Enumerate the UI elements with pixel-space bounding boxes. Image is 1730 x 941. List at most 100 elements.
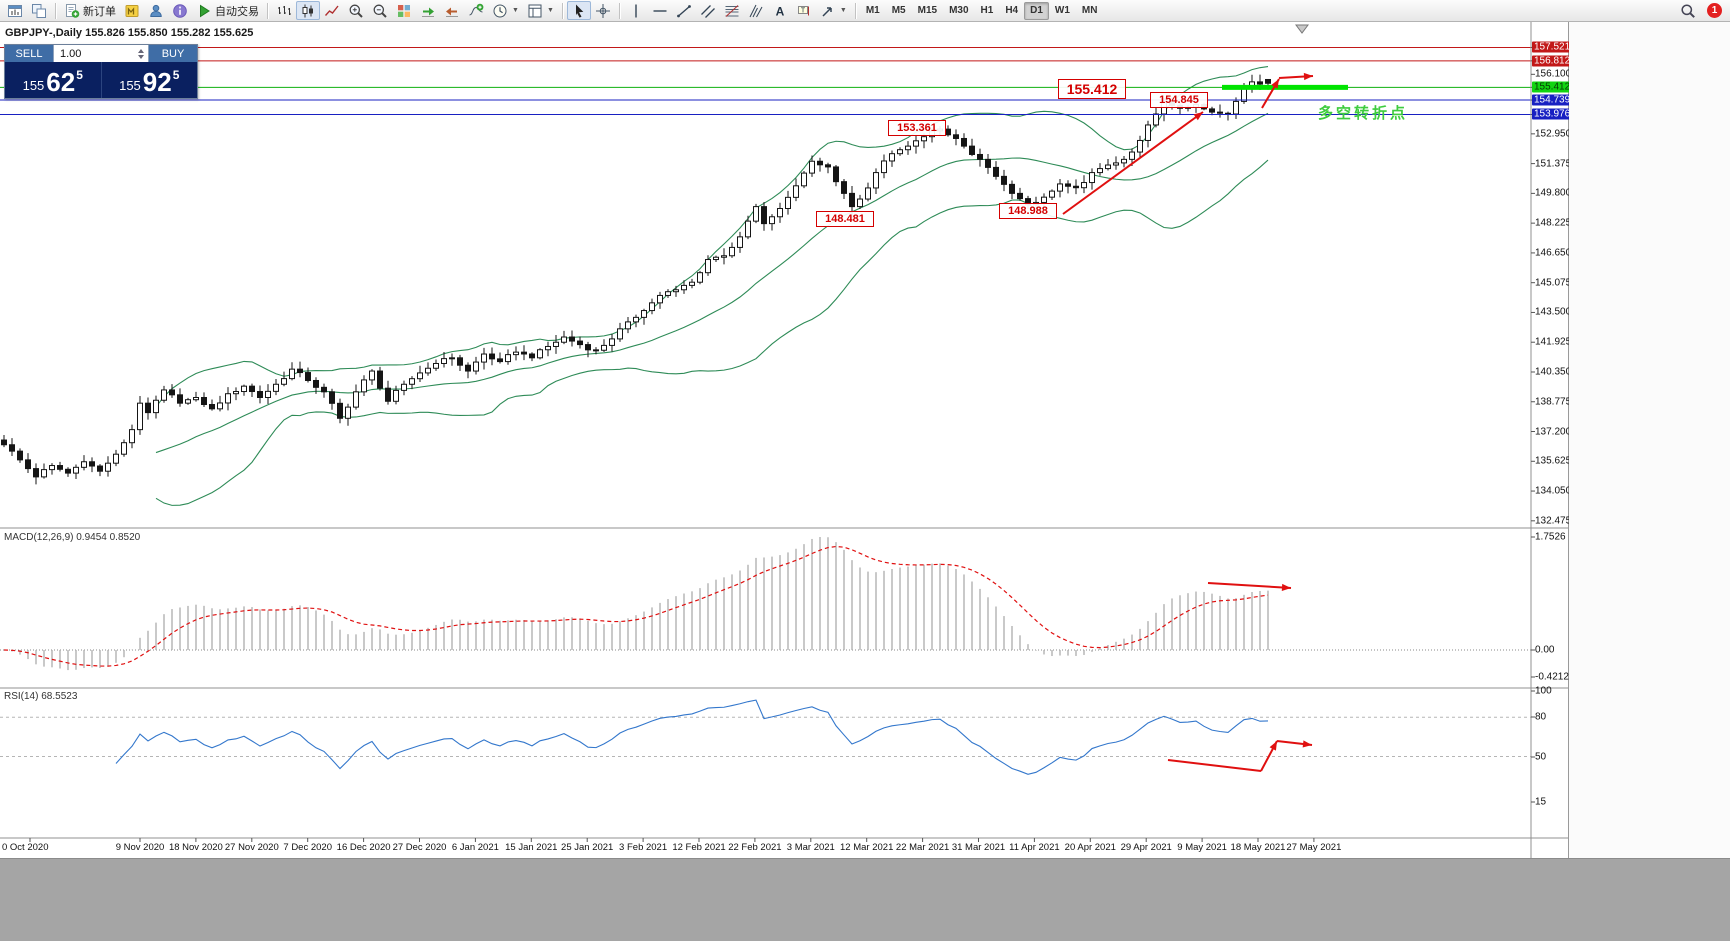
date-axis-label: 9 May 2021 xyxy=(1177,842,1227,853)
new-chart-button[interactable] xyxy=(3,1,27,20)
pitchfork-icon xyxy=(749,4,763,17)
bars-chart-icon xyxy=(278,5,291,15)
candle-chart-mode-button[interactable] xyxy=(296,1,320,20)
time-axis[interactable]: 0 Oct 2020 9 Nov 2020 18 Nov 2020 27 Nov 20… xyxy=(0,842,1531,858)
vertical-line-button[interactable] xyxy=(624,1,648,20)
svg-text:T: T xyxy=(801,7,806,14)
accounts-button[interactable] xyxy=(144,1,168,20)
templates-button[interactable]: ▼ xyxy=(523,1,558,20)
periods-button[interactable]: ▼ xyxy=(488,1,523,20)
chart-window-gbpjpy-daily: GBPJPY-,Daily 155.826 155.850 155.282 15… xyxy=(0,22,1573,858)
price-axis[interactable]: 156.100 152.950 151.375 149.800 148.225 146.6… xyxy=(1532,22,1573,858)
timeframe-h1-button[interactable]: H1 xyxy=(980,4,994,16)
vline-icon xyxy=(635,4,637,17)
trendline-button[interactable] xyxy=(672,1,696,20)
auto-scroll-icon xyxy=(422,7,434,17)
timeframe-m30-button[interactable]: M30 xyxy=(949,4,969,16)
macd-scale-label: 0.00 xyxy=(1535,644,1555,656)
rsi-scale-label: 15 xyxy=(1535,796,1547,808)
timeframe-w1-button[interactable]: W1 xyxy=(1054,4,1070,16)
timeframe-m5-button[interactable]: M5 xyxy=(891,4,906,16)
toolbar-separator xyxy=(561,2,563,19)
volume-down-icon[interactable] xyxy=(138,54,144,59)
indicators-icon xyxy=(469,3,484,15)
templates-dropdown-icon[interactable]: ▼ xyxy=(546,7,554,14)
volume-up-icon[interactable] xyxy=(138,48,144,53)
price-annotation-box[interactable]: 155.412 xyxy=(1058,79,1126,99)
volume-value: 1.00 xyxy=(60,47,82,60)
timeframe-m15-button[interactable]: M15 xyxy=(917,4,938,16)
auto-scroll-button[interactable] xyxy=(416,1,440,20)
pitchfork-button[interactable] xyxy=(744,1,768,20)
sell-price-main: 62 xyxy=(46,66,76,97)
price-axis-label: 148.225 xyxy=(1535,217,1572,229)
buy-button[interactable]: BUY xyxy=(149,45,197,62)
cursor-button[interactable] xyxy=(566,1,591,20)
chart-canvas[interactable] xyxy=(0,22,1568,858)
workspace-empty-area xyxy=(1569,22,1730,858)
timeframe-d1-button[interactable]: D1 xyxy=(1024,1,1049,20)
rsi-scale-label: 100 xyxy=(1535,685,1552,697)
metaeditor-icon xyxy=(125,4,139,17)
price-annotation-box[interactable]: 154.845 xyxy=(1150,92,1208,108)
help-info-button[interactable] xyxy=(168,1,192,20)
date-axis-label: 22 Feb 2021 xyxy=(728,842,782,853)
toolbar-separator xyxy=(55,2,56,19)
price-axis-label: 151.375 xyxy=(1535,158,1572,170)
window-tile-button[interactable] xyxy=(392,1,416,20)
date-axis-label: 6 Jan 2021 xyxy=(451,842,499,853)
text-label-icon: T xyxy=(797,5,809,15)
zoom-out-icon xyxy=(373,4,387,18)
profiles-button[interactable] xyxy=(27,1,51,20)
indicators-button[interactable] xyxy=(464,1,488,20)
date-axis-label: 9 Nov 2020 xyxy=(115,842,165,853)
price-axis-label: 149.800 xyxy=(1535,187,1572,199)
date-axis-label: 11 Apr 2021 xyxy=(1009,842,1060,853)
crosshair-icon xyxy=(595,3,610,18)
search-button[interactable] xyxy=(1676,1,1700,20)
date-axis-label: 0 Oct 2020 xyxy=(2,842,49,853)
volume-spinner[interactable] xyxy=(136,48,146,59)
date-axis-label: 7 Dec 2020 xyxy=(283,842,332,853)
notification-badge[interactable]: 1 xyxy=(1707,3,1722,18)
price-level-label: 156.812 xyxy=(1532,55,1573,67)
date-axis-label: 15 Jan 2021 xyxy=(505,842,558,853)
sell-price-button[interactable]: 155 62 5 xyxy=(5,62,102,98)
buy-price-main: 92 xyxy=(142,66,172,97)
metaeditor-button[interactable] xyxy=(120,1,144,20)
price-annotation-box[interactable]: 148.988 xyxy=(999,203,1057,219)
date-axis-label: 16 Dec 2020 xyxy=(336,842,391,853)
bull-bear-turning-point-note[interactable]: 多空转折点 xyxy=(1318,105,1409,122)
zoom-in-button[interactable] xyxy=(344,1,368,20)
volume-input[interactable]: 1.00 xyxy=(53,45,149,62)
text-label-button[interactable]: T xyxy=(792,1,816,20)
price-axis-label: 141.925 xyxy=(1535,336,1572,348)
arrows-dropdown-icon[interactable]: ▼ xyxy=(839,7,847,14)
equidistant-channel-button[interactable] xyxy=(696,1,720,20)
arrows-button[interactable]: ▼ xyxy=(816,1,851,20)
price-annotation-box[interactable]: 153.361 xyxy=(888,120,946,136)
rsi-scale-label: 80 xyxy=(1535,711,1547,723)
timeframe-mn-button[interactable]: MN xyxy=(1081,4,1098,16)
sell-button[interactable]: SELL xyxy=(5,45,53,62)
price-level-label: 154.739 xyxy=(1532,94,1573,106)
zoom-out-button[interactable] xyxy=(368,1,392,20)
line-chart-mode-button[interactable] xyxy=(320,1,344,20)
price-annotation-box[interactable]: 148.481 xyxy=(816,211,874,227)
buy-price-button[interactable]: 155 92 5 xyxy=(102,62,198,98)
horizontal-line-button[interactable] xyxy=(648,1,672,20)
autotrading-button[interactable]: 自动交易 xyxy=(192,1,263,20)
timeframe-m1-button[interactable]: M1 xyxy=(865,4,880,16)
date-axis-label: 20 Apr 2021 xyxy=(1064,842,1116,853)
new-order-button[interactable]: 新订单 xyxy=(60,1,120,20)
chart-shift-button[interactable] xyxy=(440,1,464,20)
bar-chart-mode-button[interactable] xyxy=(272,1,296,20)
fibonacci-button[interactable] xyxy=(720,1,744,20)
text-button[interactable]: A xyxy=(768,1,792,20)
trendline-icon xyxy=(676,4,691,17)
crosshair-button[interactable] xyxy=(591,1,615,20)
fibonacci-icon xyxy=(725,4,739,17)
timeframe-h4-button[interactable]: H4 xyxy=(1005,4,1019,16)
periods-dropdown-icon[interactable]: ▼ xyxy=(512,7,519,14)
